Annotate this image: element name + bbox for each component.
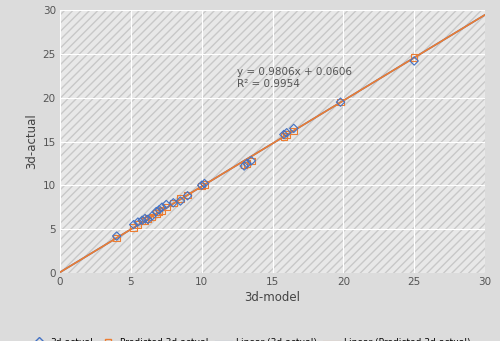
Point xyxy=(282,132,290,137)
Point xyxy=(134,219,142,225)
Point xyxy=(176,196,184,201)
Point xyxy=(280,132,288,137)
Point xyxy=(282,130,290,135)
Point xyxy=(138,219,146,224)
Point xyxy=(141,216,149,221)
Point xyxy=(130,225,138,230)
Point xyxy=(243,161,251,166)
Point xyxy=(112,233,120,239)
Point xyxy=(200,181,208,186)
Point xyxy=(184,192,192,198)
Point xyxy=(170,200,177,206)
Point xyxy=(198,182,205,188)
Point xyxy=(162,202,170,207)
Point xyxy=(134,222,142,227)
Point xyxy=(158,208,166,213)
Point xyxy=(240,163,248,169)
Legend: 3d-actual, Predicted 3d-actual, Linear (3d-actual), Linear (Predicted 3d-actual): 3d-actual, Predicted 3d-actual, Linear (… xyxy=(30,338,470,341)
Point xyxy=(248,158,256,163)
Point xyxy=(141,218,149,223)
Point xyxy=(155,207,163,212)
Text: y = 0.9806x + 0.0606
R² = 0.9954: y = 0.9806x + 0.0606 R² = 0.9954 xyxy=(237,67,352,89)
Point xyxy=(152,210,160,216)
Point xyxy=(138,218,146,223)
Point xyxy=(336,100,344,105)
Point xyxy=(184,193,192,198)
X-axis label: 3d-model: 3d-model xyxy=(244,291,300,304)
Point xyxy=(148,213,156,219)
Point xyxy=(176,198,184,204)
Point xyxy=(280,134,288,139)
Point xyxy=(336,100,344,105)
Point xyxy=(158,205,166,210)
Point xyxy=(200,182,208,187)
Point xyxy=(144,217,152,222)
Point xyxy=(290,128,298,134)
Point xyxy=(148,214,156,220)
Point xyxy=(290,126,298,131)
Point xyxy=(243,161,251,166)
Point xyxy=(170,200,177,206)
Point xyxy=(162,205,170,210)
Point xyxy=(240,162,248,168)
Point xyxy=(112,235,120,240)
Point xyxy=(198,183,205,189)
Point xyxy=(155,209,163,214)
Y-axis label: 3d-actual: 3d-actual xyxy=(26,114,38,169)
Point xyxy=(248,158,256,163)
Point xyxy=(144,216,152,221)
Point xyxy=(410,58,418,64)
Point xyxy=(130,222,138,227)
Point xyxy=(152,209,160,214)
Point xyxy=(410,55,418,60)
